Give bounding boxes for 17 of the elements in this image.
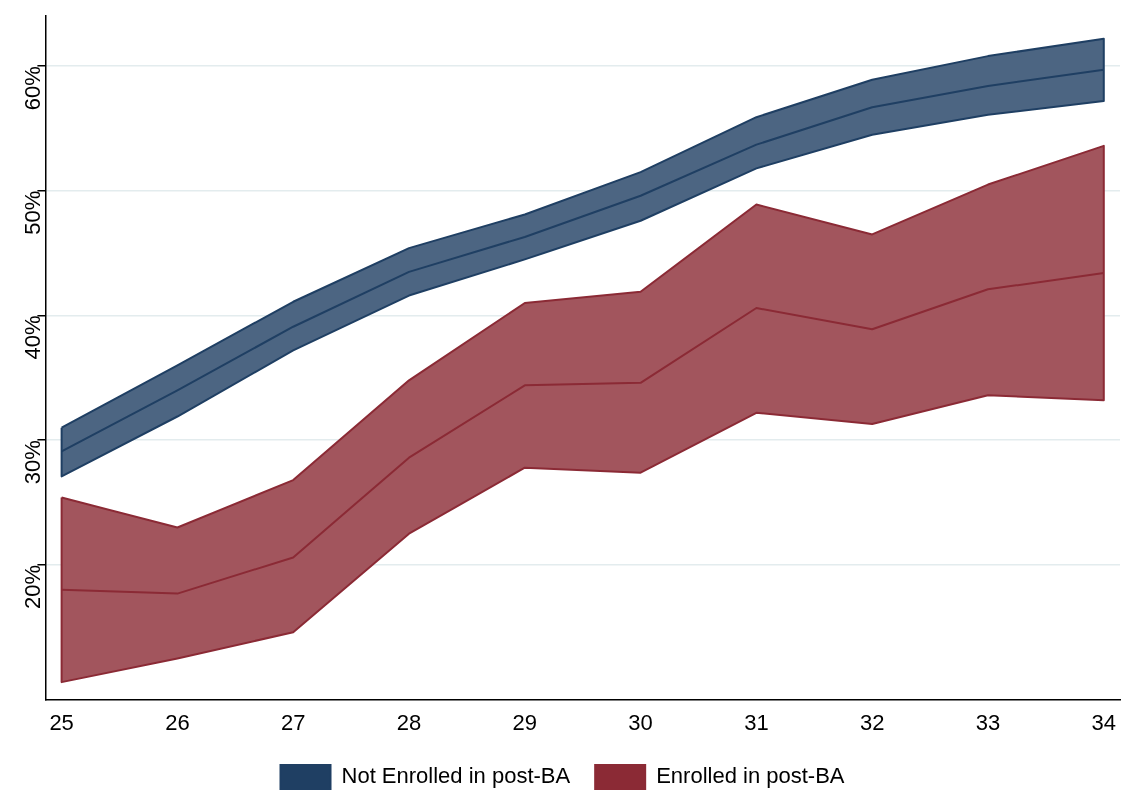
y-tick-label: 40% [20,315,46,360]
y-tick-label: 20% [20,564,46,609]
x-tick-label: 30 [628,709,653,735]
x-tick-label: 33 [975,709,1001,735]
legend-label: Not Enrolled in post-BA [341,763,571,789]
x-tick-label: 31 [744,709,769,735]
x-tick-label: 32 [859,709,885,735]
legend-label: Enrolled in post-BA [656,763,845,789]
x-tick-label: 26 [165,709,190,735]
y-tick-label: 60% [20,66,46,111]
x-tick-label: 25 [49,709,74,735]
x-tick-label: 28 [396,709,422,735]
y-tick-label: 50% [20,190,46,235]
x-tick-label: 29 [512,709,538,735]
x-tick-label: 34 [1091,709,1117,735]
y-tick-label: 30% [20,440,46,485]
x-tick-label: 27 [280,709,306,735]
